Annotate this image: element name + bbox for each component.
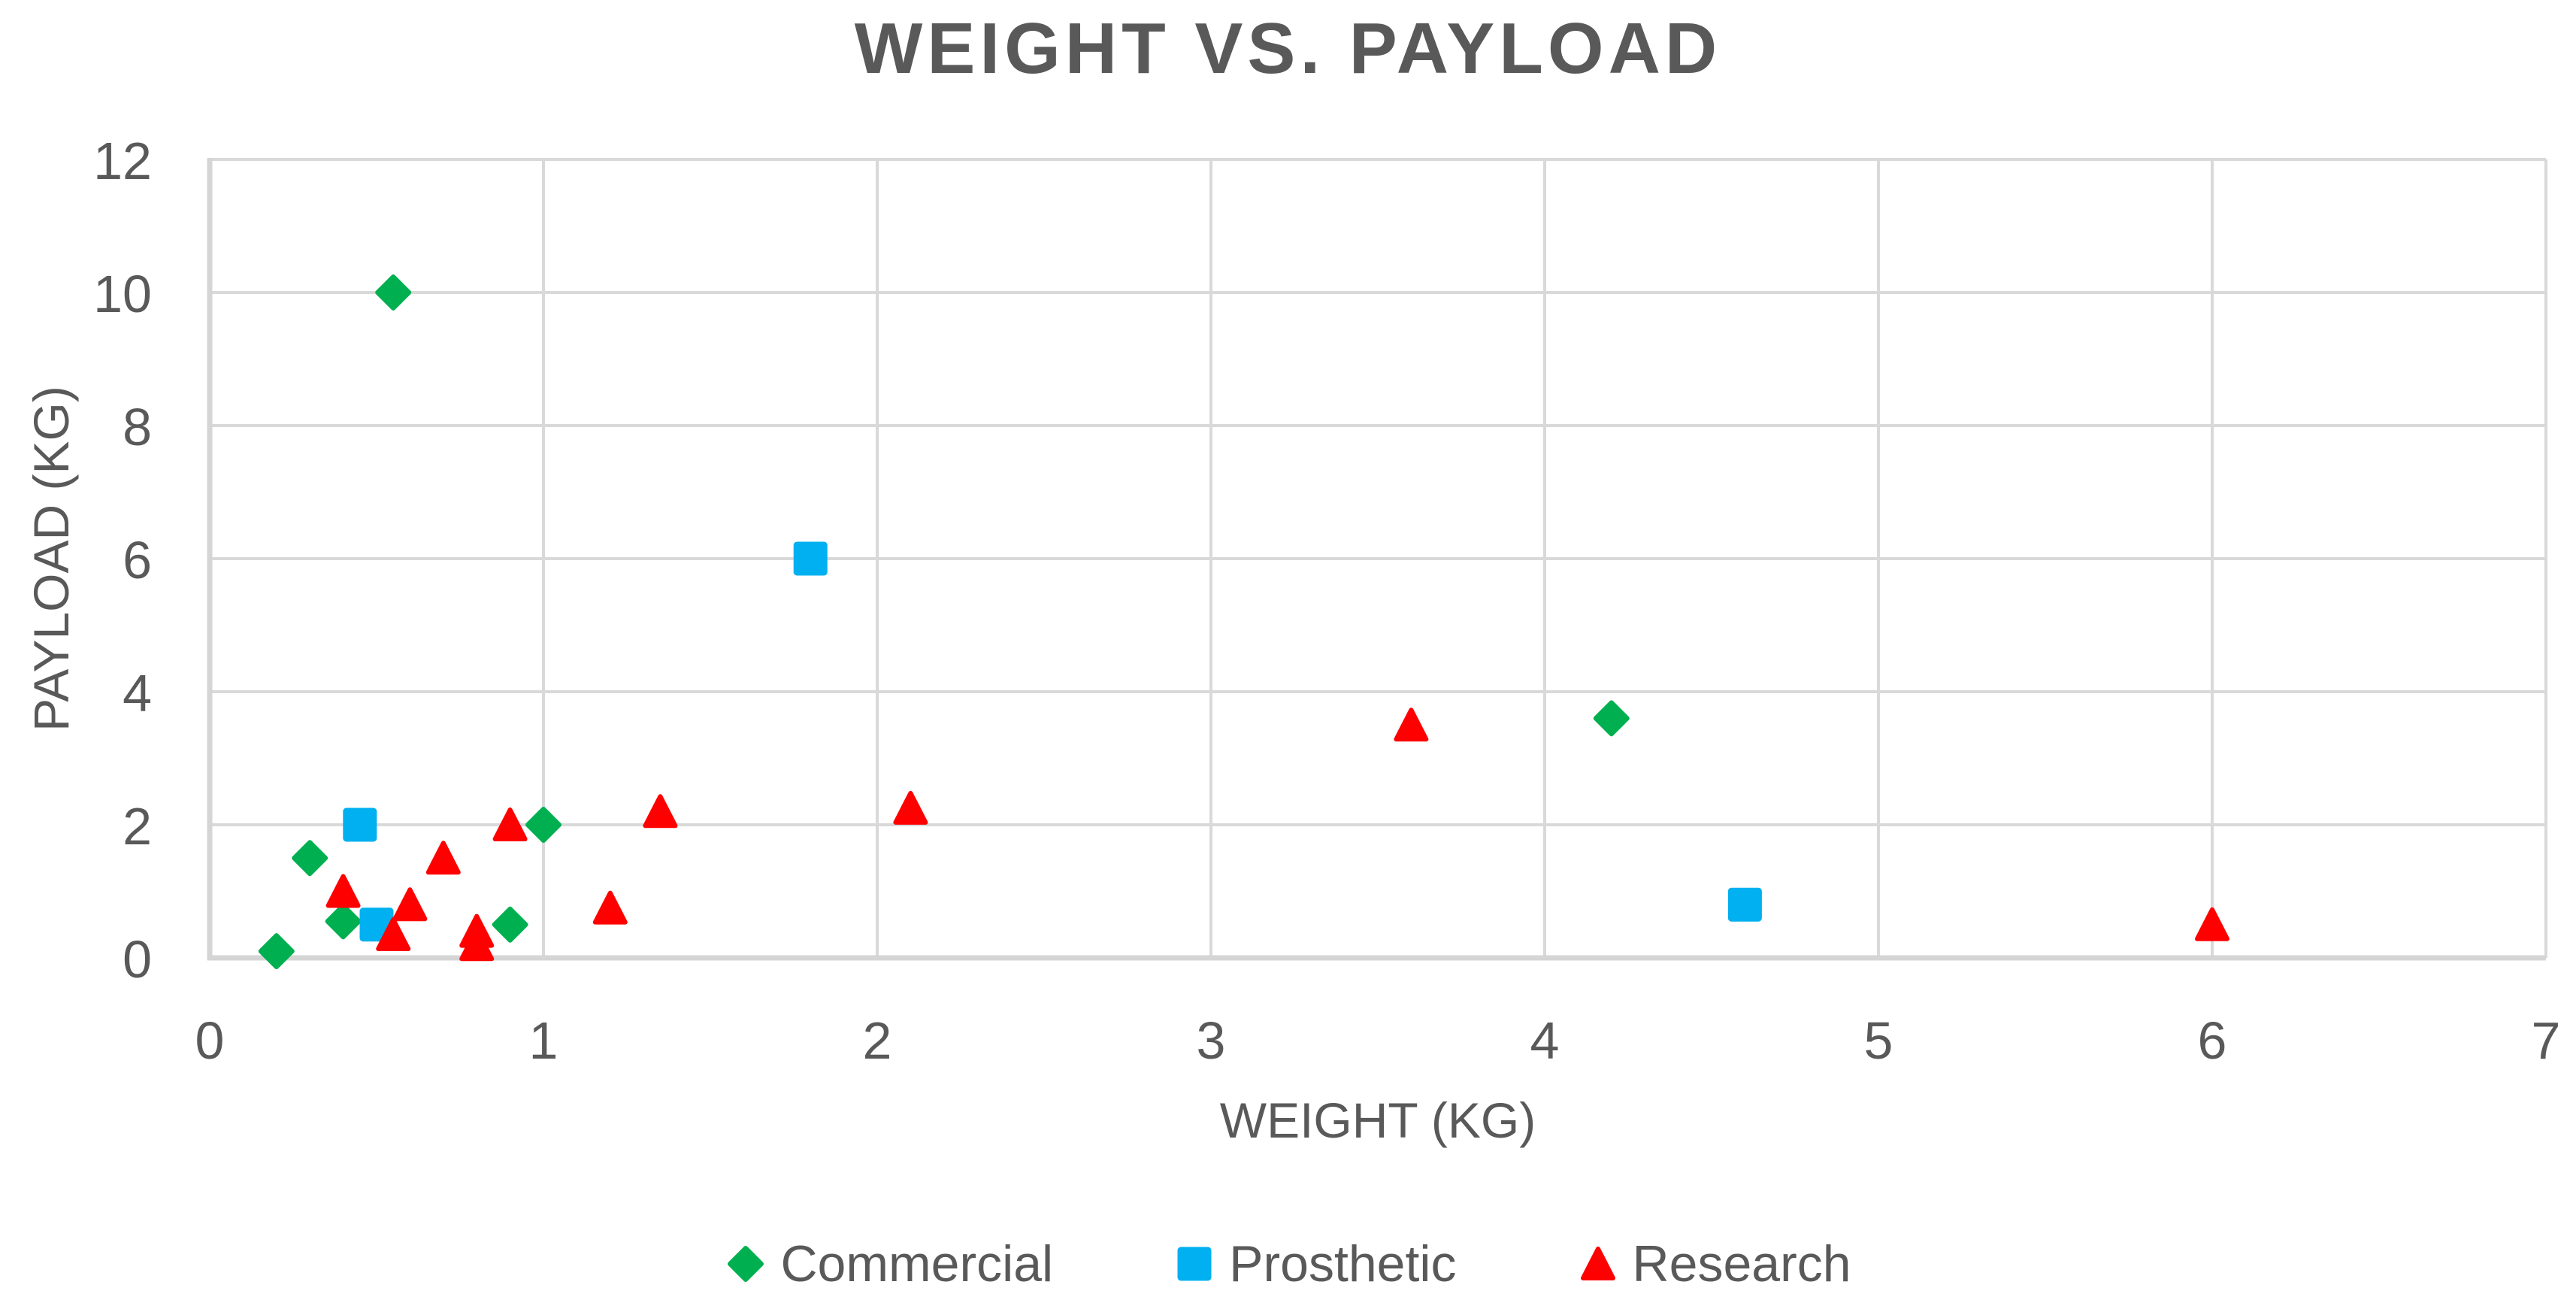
- point-research-6: [492, 807, 528, 841]
- x-tick-label-5: 5: [1864, 1011, 1893, 1070]
- point-research-1: [376, 917, 411, 952]
- chart-title: WEIGHT VS. PAYLOAD: [854, 8, 1722, 89]
- research-triangle-icon: [1577, 1243, 1619, 1285]
- x-tick-label-7: 7: [2532, 1011, 2561, 1070]
- point-prosthetic-3: [1727, 887, 1762, 922]
- point-prosthetic-2: [793, 541, 828, 576]
- prosthetic-square-icon: [1173, 1243, 1215, 1285]
- point-commercial-6: [1593, 700, 1630, 737]
- x-tick-label-4: 4: [1530, 1011, 1560, 1070]
- point-research-7: [592, 890, 628, 925]
- point-research-2: [392, 887, 428, 922]
- point-research-0: [325, 874, 361, 908]
- point-research-9: [893, 790, 928, 825]
- x-tick-label-6: 6: [2198, 1011, 2227, 1070]
- y-tick-label-12: 12: [93, 132, 152, 190]
- point-research-3: [425, 841, 461, 875]
- point-research-5: [459, 927, 495, 962]
- point-commercial-3: [375, 274, 412, 311]
- point-commercial-2: [325, 903, 362, 940]
- x-axis-title: WEIGHT (KG): [1219, 1092, 1536, 1148]
- point-research-8: [643, 794, 678, 829]
- point-commercial-4: [492, 906, 528, 943]
- y-tick-label-10: 10: [93, 265, 152, 323]
- x-tick-label-0: 0: [195, 1011, 225, 1070]
- point-commercial-5: [525, 807, 562, 843]
- x-tick-label-1: 1: [529, 1011, 558, 1070]
- x-tick-label-3: 3: [1197, 1011, 1226, 1070]
- x-tick-label-2: 2: [863, 1011, 892, 1070]
- legend-label-commercial: Commercial: [780, 1235, 1054, 1292]
- legend-label-prosthetic: Prosthetic: [1229, 1235, 1457, 1292]
- y-tick-label-6: 6: [123, 531, 152, 589]
- point-prosthetic-0: [343, 807, 377, 842]
- point-research-10: [1394, 707, 1429, 742]
- y-tick-label-4: 4: [123, 664, 152, 723]
- y-axis-title: PAYLOAD (KG): [23, 386, 79, 732]
- point-commercial-1: [292, 840, 328, 877]
- legend: Commercial Prosthetic Research: [0, 1224, 2576, 1303]
- point-commercial-0: [258, 933, 295, 970]
- legend-item-commercial: Commercial: [725, 1235, 1053, 1293]
- commercial-diamond-icon: [725, 1243, 767, 1285]
- legend-item-prosthetic: Prosthetic: [1173, 1235, 1457, 1293]
- y-tick-label-0: 0: [123, 930, 152, 989]
- legend-item-research: Research: [1577, 1235, 1851, 1293]
- y-tick-label-2: 2: [123, 797, 152, 856]
- y-tick-label-8: 8: [123, 398, 152, 456]
- legend-label-research: Research: [1632, 1235, 1851, 1292]
- point-research-11: [2195, 907, 2229, 941]
